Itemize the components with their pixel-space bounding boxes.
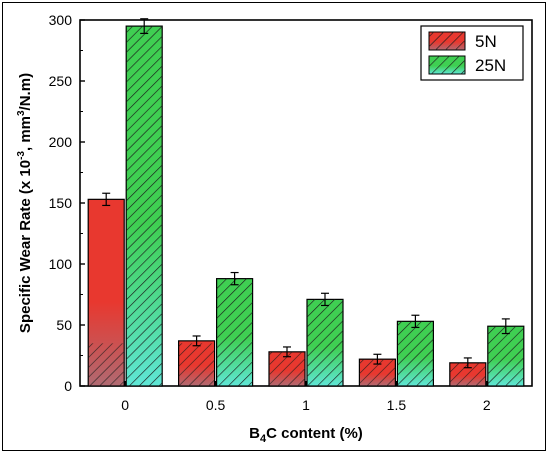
axes-group: 0 50 100 150 200 250 300 0 0.5 1 1.5 2	[49, 12, 491, 413]
bar-hatch-5N-0	[88, 343, 125, 386]
legend-swatch-hatch-5N	[429, 32, 465, 50]
x-tick-label-0: 0	[121, 397, 129, 413]
x-tick-label-1.5: 1.5	[387, 397, 407, 413]
x-axis-title: B4C content (%)	[249, 425, 363, 445]
y-tick-label-150: 150	[49, 195, 73, 211]
bar-hatch-5N-0.5	[178, 343, 215, 386]
bar-hatch-25N-1	[307, 299, 343, 386]
bar-hatch-25N-2	[487, 326, 524, 386]
bars-group	[87, 18, 525, 387]
y-tick-label-300: 300	[49, 12, 73, 28]
y-tick-label-50: 50	[56, 317, 72, 333]
x-tick-label-2: 2	[483, 397, 491, 413]
legend-label-5N: 5N	[475, 32, 497, 51]
legend-label-25N: 25N	[475, 56, 506, 75]
legend-swatch-hatch-25N	[429, 56, 465, 74]
bar-hatch-25N-0	[126, 26, 163, 386]
bar-hatch-25N-1.5	[397, 321, 434, 386]
bar-hatch-5N-2	[449, 362, 486, 386]
y-axis-title: Specific Wear Rate (x 10-3, mm3/N.m)	[16, 73, 34, 333]
x-tick-label-1: 1	[302, 397, 310, 413]
x-tick-label-0.5: 0.5	[206, 397, 226, 413]
y-tick-label-250: 250	[49, 73, 73, 89]
y-tick-label-200: 200	[49, 134, 73, 150]
y-tick-label-100: 100	[49, 256, 73, 272]
y-tick-label-0: 0	[64, 378, 72, 394]
bar-hatch-25N-0.5	[216, 278, 253, 386]
bar-hatch-5N-1	[269, 351, 305, 386]
